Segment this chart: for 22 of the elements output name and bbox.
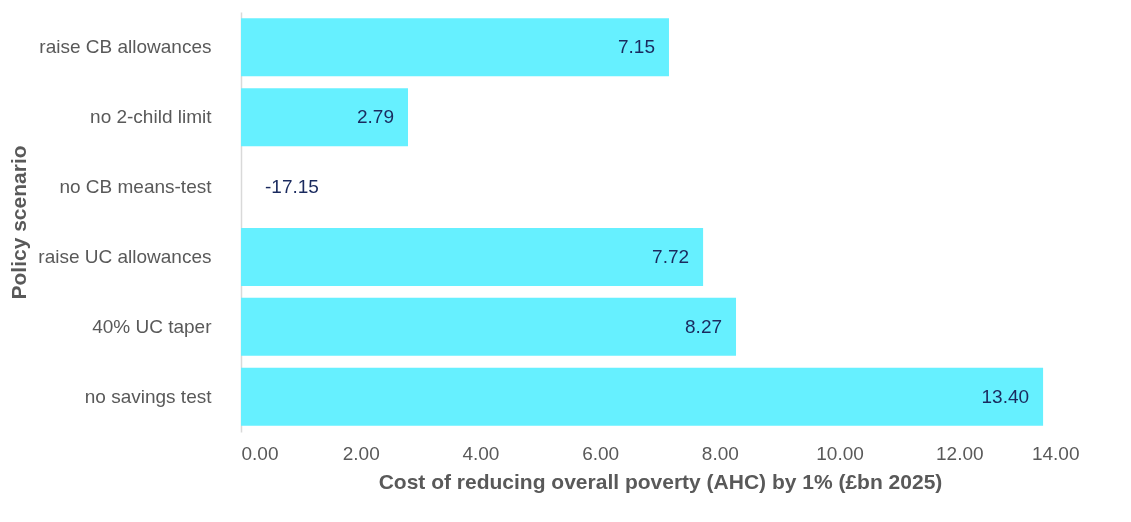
x-tick-label: 10.00 (816, 442, 864, 464)
y-tick-label: raise CB allowances (39, 36, 212, 58)
x-tick-label: 12.00 (936, 442, 984, 464)
y-axis-title: Policy scenario (6, 145, 30, 300)
x-tick-label: 14.00 (1031, 442, 1080, 464)
data-label: 7.15 (617, 36, 655, 58)
x-tick-label: 4.00 (462, 442, 500, 464)
y-tick-label: no 2-child limit (90, 106, 213, 128)
y-tick-label: 40% UC taper (92, 315, 213, 337)
x-tick-label: 0.00 (241, 442, 279, 464)
x-axis-title: Cost of reducing overall poverty (AHC) by 1% (£bn 2025) (378, 469, 943, 493)
x-tick-label: 8.00 (701, 442, 739, 464)
y-tick-label: raise UC allowances (38, 245, 212, 267)
data-label: 2.79 (357, 106, 394, 128)
text: -17.15 (265, 176, 319, 198)
x-tick-label: 2.00 (342, 442, 380, 464)
y-tick-label: no savings test (84, 385, 213, 407)
x-tick-label: 6.00 (582, 442, 620, 464)
data-label: 13.40 (981, 385, 1030, 407)
y-tick-label: no CB means-test (59, 176, 213, 198)
data-label: 7.72 (652, 245, 690, 267)
data-label: 8.27 (685, 315, 723, 337)
